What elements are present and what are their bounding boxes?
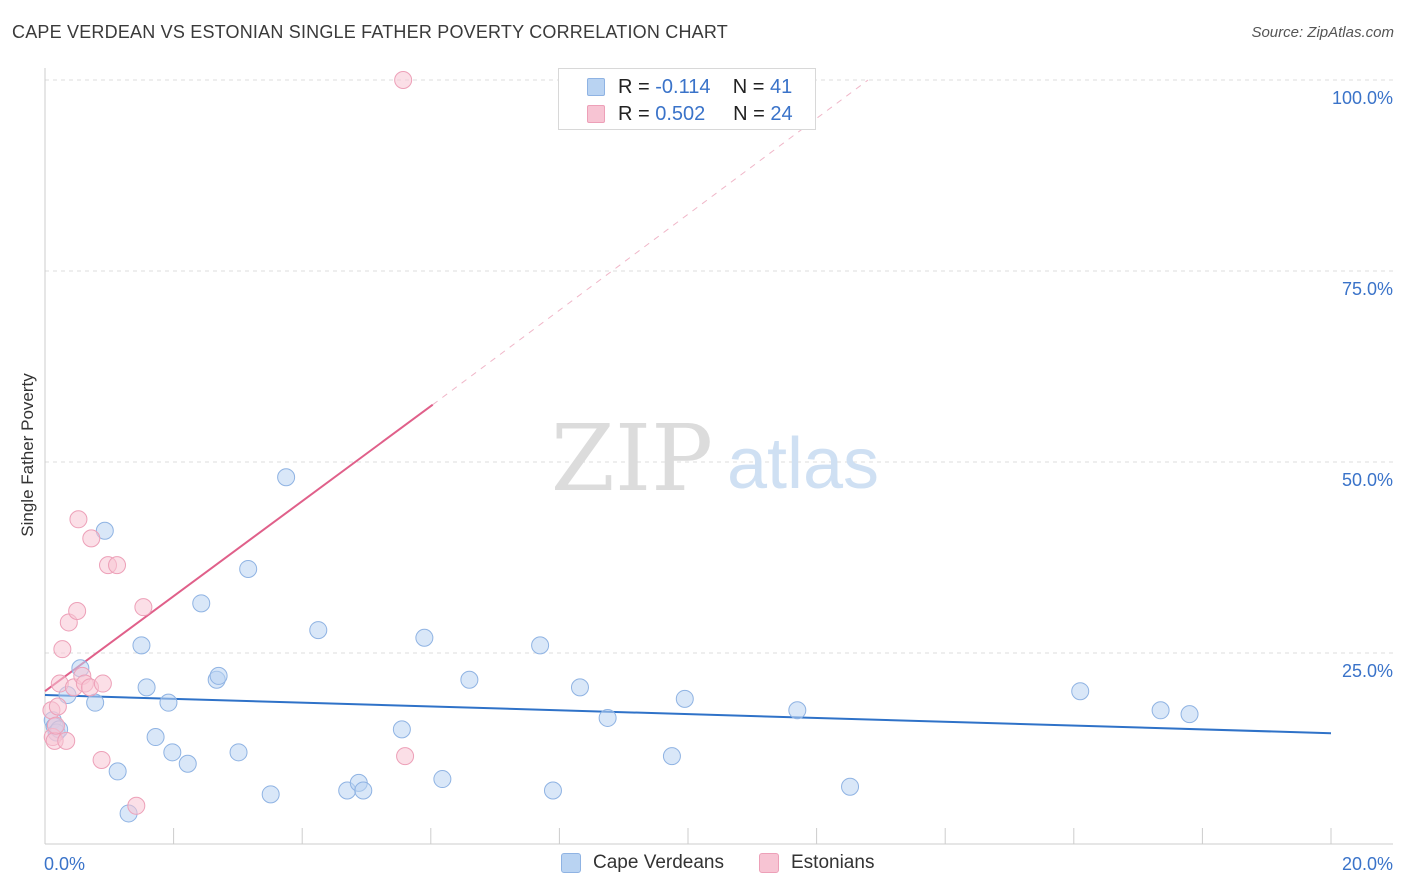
estonian-point — [134, 598, 153, 617]
cape-verdean-point — [178, 754, 197, 773]
legend-n-value: 24 — [770, 103, 793, 125]
estonian-point — [68, 601, 87, 620]
cape-verdean-point — [460, 670, 479, 689]
estonian-point — [93, 674, 112, 693]
bottom-legend-label: Estonians — [791, 852, 875, 873]
y-tick-label: 100.0% — [1332, 88, 1393, 108]
estonian-point — [394, 71, 413, 89]
source-label: Source: ZipAtlas.com — [1251, 24, 1394, 41]
cape-verdean-point — [675, 689, 694, 708]
cape-verdean-point — [598, 708, 617, 727]
y-tick-label: 50.0% — [1342, 470, 1393, 490]
legend-swatch-blue — [587, 78, 605, 96]
cape-verdean-point — [1071, 682, 1090, 701]
legend-r-value: 0.502 — [655, 103, 706, 125]
cape-verdean-point — [159, 693, 178, 712]
y-tick-label: 25.0% — [1342, 661, 1393, 681]
cape-verdean-point — [415, 628, 434, 647]
cape-verdean-point — [354, 781, 373, 800]
cape-verdean-point — [86, 693, 105, 712]
bottom-legend-swatch-blue — [561, 853, 581, 873]
cape-verdean-point — [229, 743, 248, 762]
estonian-point — [46, 716, 65, 735]
x-tick-label: 20.0% — [1342, 854, 1393, 874]
cape-verdeans-points — [43, 468, 1199, 823]
cape-verdean-point — [543, 781, 562, 800]
cape-verdean-point — [531, 636, 550, 655]
x-tick-label: 0.0% — [44, 854, 85, 874]
bottom-legend-swatch-pink — [759, 853, 779, 873]
stats-legend: R = -0.114 N = 41 R = 0.502 N = 24 — [558, 68, 816, 130]
cape-verdean-point — [209, 666, 228, 685]
watermark-atlas: atlas — [727, 424, 879, 504]
cape-verdean-point — [1180, 705, 1199, 724]
grid-lines — [45, 79, 1393, 654]
estonian-point — [82, 529, 101, 548]
chart-title: CAPE VERDEAN VS ESTONIAN SINGLE FATHER P… — [12, 22, 728, 42]
cape-verdean-point — [662, 747, 681, 766]
cape-verdean-point — [108, 762, 127, 781]
cape-verdean-point — [788, 701, 807, 720]
y-axis-label: Single Father Poverty — [18, 373, 37, 537]
estonians-trendline — [44, 403, 434, 693]
cape-verdean-point — [95, 521, 114, 540]
estonian-point — [57, 731, 76, 750]
cape-verdean-point — [192, 594, 211, 613]
y-tick-label: 75.0% — [1342, 279, 1393, 299]
cape-verdean-point — [132, 636, 151, 655]
bottom-legend-label: Cape Verdeans — [593, 852, 724, 873]
legend-n-value: 41 — [769, 76, 793, 98]
estonian-point — [108, 556, 127, 575]
watermark-zip: ZIP — [551, 405, 713, 512]
legend-swatch-pink — [587, 105, 605, 123]
estonian-point — [69, 510, 88, 529]
cape-verdeans-trendline — [44, 694, 1332, 735]
cape-verdean-point — [1151, 701, 1170, 720]
legend-r-label: R = — [618, 103, 656, 125]
cape-verdean-point — [309, 621, 328, 640]
legend-r-label: R = — [618, 76, 656, 98]
cape-verdean-point — [146, 728, 165, 747]
cape-verdean-point — [841, 777, 860, 796]
tick-labels: 25.0% 50.0% 75.0% 100.0% 0.0% 20.0% — [44, 88, 1393, 874]
cape-verdean-point — [261, 785, 280, 804]
trend-lines — [44, 79, 1332, 735]
cape-verdean-point — [277, 468, 296, 487]
watermark: ZIP atlas — [551, 405, 879, 512]
estonian-point — [127, 796, 146, 815]
cape-verdean-point — [433, 770, 452, 789]
legend-n-label: N = — [733, 103, 771, 125]
cape-verdean-point — [392, 720, 411, 739]
estonian-point — [48, 697, 67, 716]
cape-verdean-point — [570, 678, 589, 697]
estonian-point — [396, 747, 415, 766]
cape-verdean-point — [137, 678, 156, 697]
estonians-points — [42, 71, 415, 815]
legend-n-label: N = — [732, 76, 770, 98]
cape-verdean-point — [239, 559, 258, 578]
legend-r-value: -0.114 — [655, 76, 711, 98]
estonian-point — [92, 750, 111, 769]
cape-verdean-point — [163, 743, 182, 762]
axes — [44, 68, 1393, 845]
estonian-point — [53, 640, 72, 659]
